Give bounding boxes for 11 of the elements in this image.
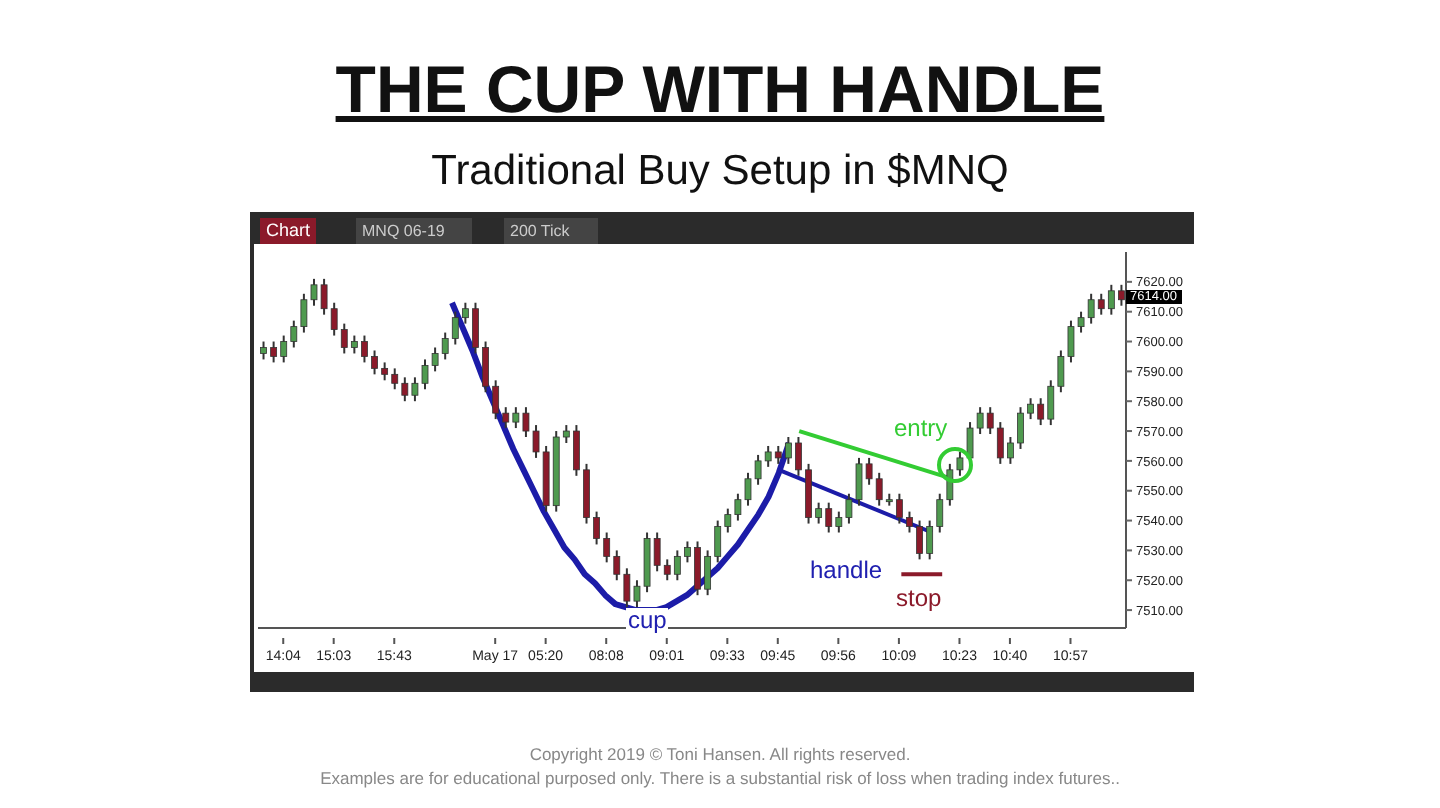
text: Examples are for educational purposed only. There is a substantial risk of loss when trading index futures.. <box>318 768 1122 788</box>
text: Chart <box>260 218 317 244</box>
annotation: handle <box>810 556 883 584</box>
annotation: stop <box>896 584 942 612</box>
text: Copyright 2019 © Toni Hansen. All rights reserved. <box>527 744 913 764</box>
text: 200 Tick <box>504 218 598 244</box>
chart-subtitle: Traditional Buy Setup in $MNQ <box>429 148 1011 196</box>
annotation: cup <box>626 606 669 634</box>
chart-title: THE CUP WITH HANDLE <box>333 52 1107 128</box>
annotation: entry <box>894 414 948 442</box>
text: MNQ 06-19 <box>356 218 473 244</box>
